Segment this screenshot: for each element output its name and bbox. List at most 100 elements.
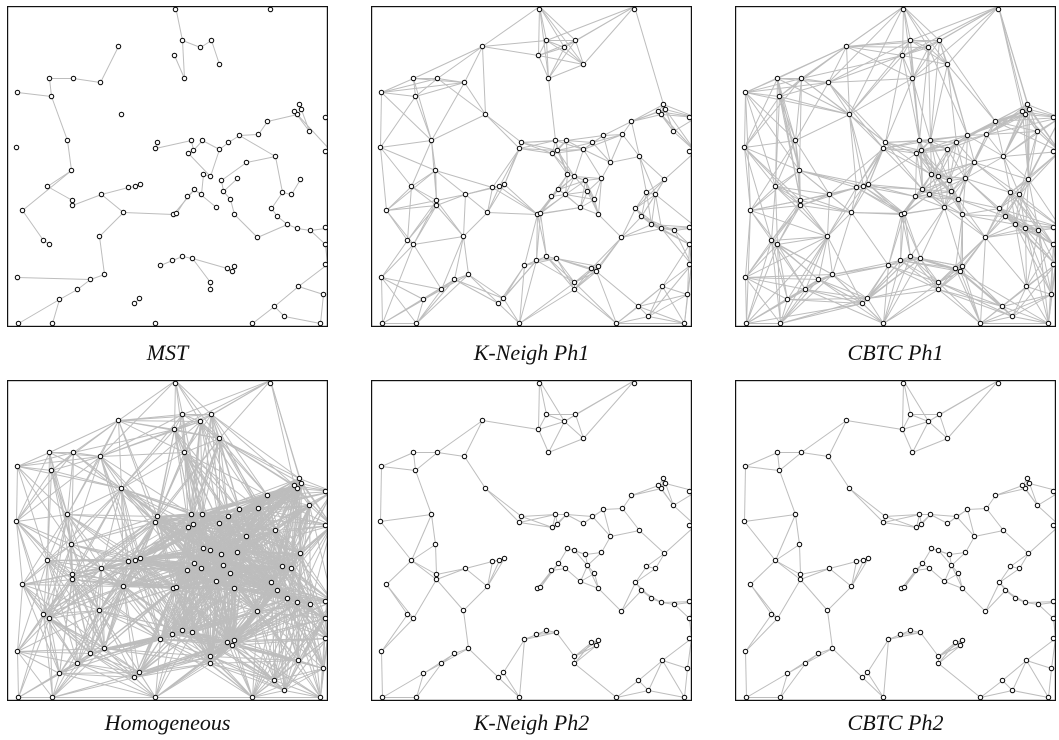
graph-edge [521, 514, 556, 517]
graph-node [648, 595, 655, 602]
graph-edge [631, 121, 640, 157]
graph-edge [485, 488, 520, 523]
graph-edge [139, 632, 193, 673]
graph-edge [565, 180, 586, 195]
graph-node [897, 631, 904, 638]
graph-node [1002, 213, 1009, 220]
graph-edge [72, 516, 158, 575]
graph-node [521, 636, 528, 643]
graph-node [671, 227, 678, 234]
graph-edge [298, 604, 311, 661]
graph-edge [202, 438, 220, 515]
graph-node [824, 607, 831, 614]
graph-edge [938, 142, 957, 177]
graph-node [306, 128, 313, 135]
graph-edge [219, 380, 271, 439]
graph-node [1045, 320, 1052, 327]
graph-edge [912, 438, 948, 453]
graph-edge [310, 604, 324, 669]
graph-node [533, 631, 540, 638]
graph-edge [219, 438, 229, 517]
graph-edge [548, 438, 584, 453]
graph-edge [200, 421, 259, 509]
graph-node [279, 189, 286, 196]
graph-edge [538, 6, 540, 56]
graph-edge [662, 660, 685, 698]
graph-node [298, 480, 305, 487]
graph-node [768, 611, 775, 618]
graph-node [880, 694, 887, 701]
graph-edge [538, 429, 549, 453]
graph-node [935, 653, 942, 660]
graph-edge [381, 277, 424, 300]
graph-edge [867, 672, 884, 698]
graph-node [267, 6, 274, 13]
graph-node [864, 295, 871, 302]
graph-edge [904, 563, 923, 588]
graph-edge [646, 179, 665, 193]
graph-node [909, 449, 916, 456]
graph-edge [851, 184, 869, 213]
graph-node [996, 205, 1003, 212]
graph-node [897, 257, 904, 264]
graph-edge [17, 648, 105, 652]
graph-edge [297, 602, 324, 669]
graph-edge [795, 514, 800, 545]
graph-edge [745, 92, 780, 97]
graph-edge [155, 140, 192, 149]
graph-node [537, 210, 544, 217]
graph-node [412, 467, 419, 474]
graph-edge [635, 568, 656, 583]
graph-edge [309, 505, 311, 605]
graph-edge [779, 82, 829, 97]
graph-edge [777, 205, 801, 245]
graph-edge [52, 673, 60, 698]
graph-node [379, 694, 386, 701]
graph-edge [1037, 493, 1056, 506]
graph-node [404, 611, 411, 618]
graph-node [518, 513, 525, 520]
graph-edge [1027, 104, 1029, 180]
graph-node [69, 576, 76, 583]
graph-edge [17, 560, 48, 652]
graph-edge [795, 114, 850, 141]
graph-edge [539, 6, 576, 41]
graph-edge [407, 205, 437, 241]
graph-node [1050, 114, 1056, 121]
graph-edge [47, 514, 68, 561]
graph-edge [885, 142, 932, 175]
graph-edge [938, 645, 961, 664]
graph-edge [139, 639, 161, 673]
graph-node [377, 144, 384, 151]
graph-edge [849, 488, 884, 523]
graph-edge [910, 40, 929, 48]
graph-edge [415, 96, 432, 141]
graph-node [322, 114, 328, 121]
graph-node [554, 521, 561, 528]
graph-edge [1026, 638, 1056, 661]
graph-edge [856, 142, 886, 188]
graph-edge [1028, 179, 1039, 231]
graph-node [207, 279, 214, 286]
graph-node [495, 674, 502, 681]
graph-edge [574, 176, 602, 179]
graph-edge [157, 516, 217, 582]
graph-node [1012, 221, 1019, 228]
graph-node [797, 576, 804, 583]
graph-node [593, 642, 600, 649]
graph-edge [176, 565, 224, 588]
graph-edge [916, 153, 923, 190]
graph-edge [17, 466, 122, 489]
graph-edge [795, 78, 802, 141]
graph-edge [381, 82, 465, 93]
graph-edge [411, 560, 437, 580]
graph-node [552, 511, 559, 518]
graph-node [224, 639, 231, 646]
graph-edge [386, 560, 412, 585]
graph-edge [482, 46, 486, 115]
graph-node [571, 653, 578, 660]
graph-node [571, 173, 578, 180]
graph-node [125, 184, 132, 191]
graph-node [741, 518, 748, 525]
graph-node [438, 286, 445, 293]
